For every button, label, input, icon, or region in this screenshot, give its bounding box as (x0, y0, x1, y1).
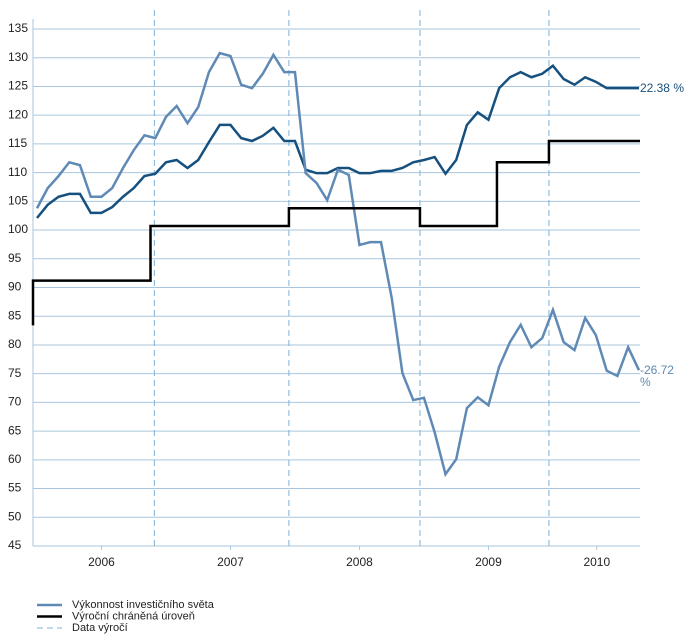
y-tick-label: 135 (8, 21, 28, 35)
y-tick-label: 115 (8, 136, 27, 150)
series-line (36, 64, 639, 219)
series-line (35, 51, 641, 478)
x-tick-label: 2010 (583, 555, 610, 569)
end-label: 22.38 % (639, 81, 684, 96)
y-tick-label: 110 (8, 165, 27, 179)
series-line (31, 139, 640, 326)
y-tick-label: 50 (8, 509, 22, 523)
x-tick-label: 2006 (88, 555, 115, 569)
y-tick-label: 45 (8, 538, 22, 552)
legend-label: Výkonnost investičního světa (72, 599, 215, 611)
y-tick-label: 105 (8, 194, 28, 208)
y-tick-label: 95 (8, 251, 22, 265)
y-tick-label: 90 (8, 280, 22, 294)
y-tick-label: 85 (8, 308, 22, 322)
y-tick-label: 80 (8, 337, 22, 351)
y-tick-label: 55 (8, 481, 22, 495)
x-tick-label: 2008 (346, 555, 373, 569)
legend-label: Data výročí (72, 622, 128, 634)
y-tick-label: 100 (8, 222, 28, 236)
x-tick-label: 2007 (217, 555, 244, 569)
y-tick-label: 120 (8, 107, 28, 121)
y-tick-label: 130 (8, 50, 28, 64)
end-label: -26.72 % (639, 363, 674, 390)
y-tick-label: 125 (8, 79, 28, 93)
legend-label: Výroční chráněná úroveň (72, 610, 195, 622)
y-tick-label: 65 (8, 423, 22, 437)
y-tick-label: 70 (8, 395, 22, 409)
y-tick-label: 60 (8, 452, 22, 466)
x-tick-label: 2009 (475, 555, 502, 569)
y-tick-label: 75 (8, 366, 22, 380)
